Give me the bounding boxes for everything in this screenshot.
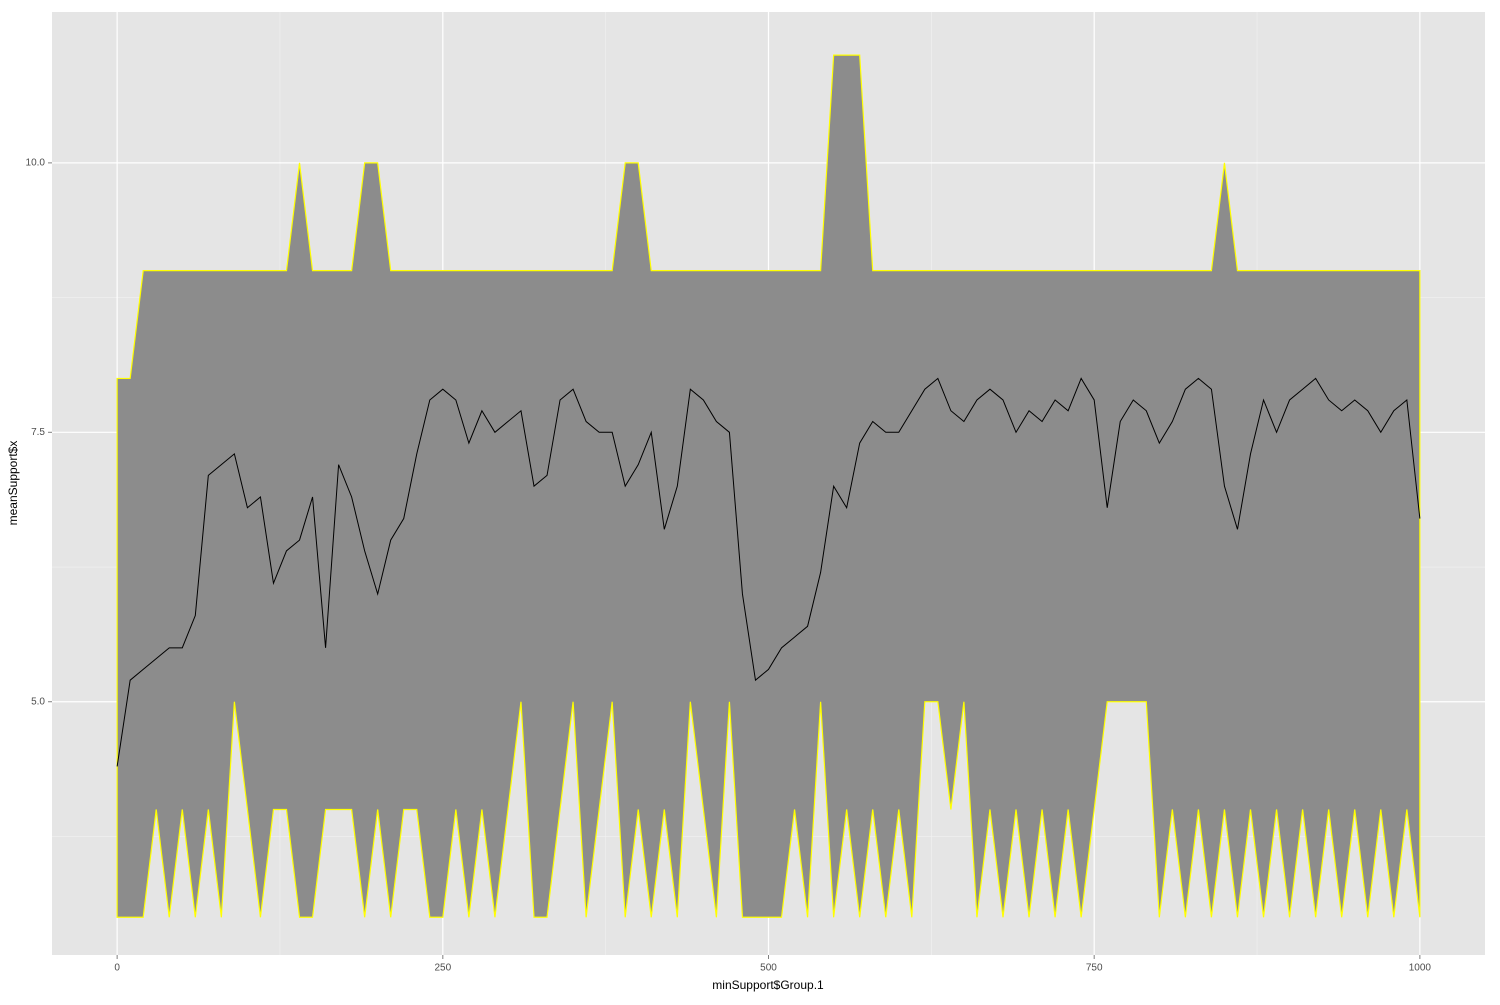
x-tick-label: 500 (760, 963, 777, 974)
x-axis-title: minSupport$Group.1 (712, 978, 824, 992)
x-tick-label: 250 (434, 963, 451, 974)
y-axis-title: meanSupport$x (6, 441, 20, 526)
y-tick-label: 7.5 (31, 427, 45, 438)
y-tick-label: 5.0 (31, 696, 45, 707)
x-tick-label: 0 (114, 963, 120, 974)
mean-line (116, 377, 1421, 767)
x-tick-label: 750 (1086, 963, 1103, 974)
ribbon (116, 54, 1421, 918)
x-tick-label: 1000 (1409, 963, 1432, 974)
y-tick-label: 10.0 (26, 158, 46, 169)
